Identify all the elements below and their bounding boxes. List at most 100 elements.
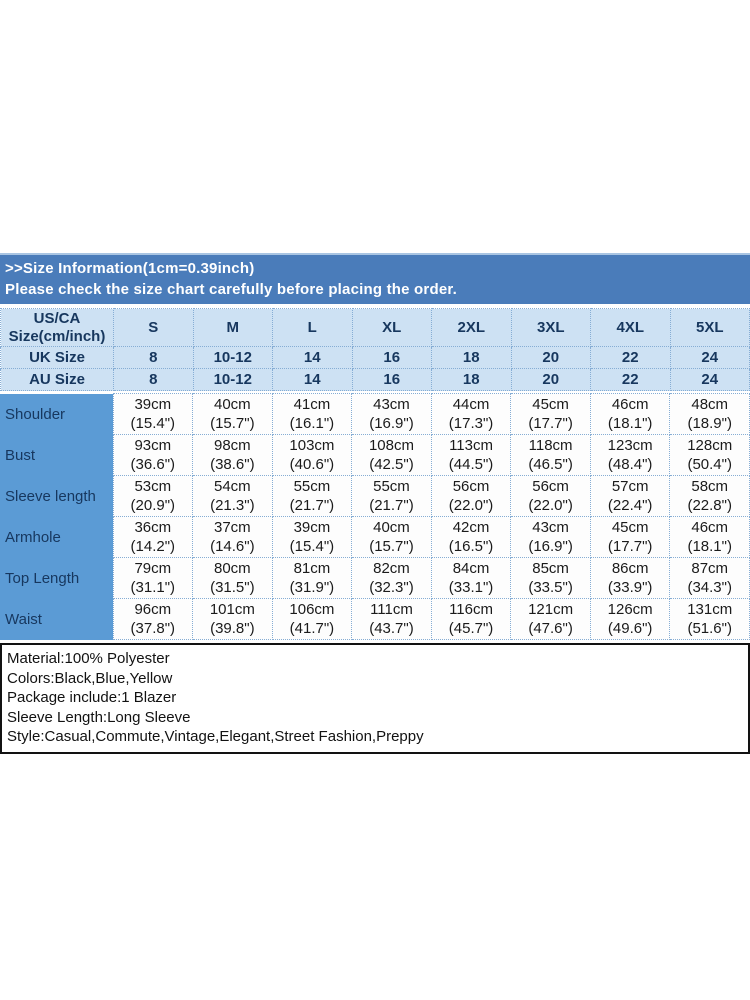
measurement-label: Bust [0, 434, 113, 476]
inch-value: (18.1") [607, 415, 653, 432]
cm-value: 42cm [452, 519, 490, 536]
inch-value: (15.4") [289, 538, 335, 555]
region-size-value: 24 [669, 346, 750, 369]
cm-value: 58cm [691, 478, 729, 495]
inch-value: (22.8") [687, 497, 732, 514]
cm-value: 53cm [134, 478, 172, 495]
cm-value: 45cm [611, 519, 649, 536]
inch-value: (31.1") [130, 579, 176, 596]
measurement-cell: 37cm (14.6") [192, 516, 273, 558]
inch-value: (15.7") [369, 538, 414, 555]
colors-line: Colors:Black,Blue,Yellow [7, 669, 173, 687]
region-size-value: 8 [113, 368, 194, 391]
inch-value: (50.4") [687, 456, 732, 473]
cm-value: 43cm [373, 396, 410, 413]
cm-value: 37cm [214, 519, 251, 536]
cm-value: 80cm [214, 560, 251, 577]
measurement-row: Armhole 36cm (14.2") 37cm (14.6") 39cm (15.4")… [0, 516, 750, 558]
measurement-cell: 98cm (38.6") [192, 434, 273, 476]
cm-value: 55cm [373, 478, 410, 495]
cm-value: 123cm [607, 437, 653, 454]
corner-line-2: Size(cm/inch) [8, 327, 106, 345]
measurements-table: Shoulder 39cm (15.4") 40cm (15.7") 41cm (16.1"… [0, 393, 750, 640]
inch-value: (20.9") [130, 497, 176, 514]
measurement-row: Bust 93cm (36.6") 98cm (38.6") 103cm (40.6") 10… [0, 434, 750, 476]
cm-value: 56cm [532, 478, 569, 495]
cm-value: 44cm [452, 396, 490, 413]
inch-value: (14.6") [210, 538, 255, 555]
measurement-cell: 58cm (22.8") [669, 475, 750, 517]
inch-value: (37.8") [130, 620, 176, 637]
cm-value: 46cm [691, 519, 729, 536]
cm-value: 86cm [611, 560, 649, 577]
measurement-cell: 36cm (14.2") [112, 516, 194, 558]
region-size-value: 14 [272, 368, 353, 391]
region-size-value: 20 [510, 346, 591, 369]
inch-value: (21.3") [210, 497, 255, 514]
cm-value: 55cm [293, 478, 331, 495]
cm-value: 93cm [134, 437, 172, 454]
measurement-cell: 43cm (16.9") [510, 516, 591, 558]
measurement-cell: 84cm (33.1") [430, 557, 512, 599]
size-column-header-4XL: 4XL [590, 308, 671, 347]
inch-value: (38.6") [210, 456, 255, 473]
measurement-cell: 54cm (21.3") [192, 475, 273, 517]
inch-value: (39.8") [210, 620, 255, 637]
measurement-cell: 108cm (42.5") [351, 434, 432, 476]
region-size-value: 22 [590, 368, 671, 391]
cm-value: 46cm [611, 396, 649, 413]
measurement-cell: 81cm (31.9") [271, 557, 353, 599]
measurement-label: Top Length [0, 557, 113, 599]
size-column-header-2XL: 2XL [431, 308, 512, 347]
measurement-cell: 118cm (46.5") [510, 434, 591, 476]
cm-value: 56cm [452, 478, 490, 495]
inch-value: (31.5") [210, 579, 255, 596]
measurement-row: Sleeve length 53cm (20.9") 54cm (21.3") 55cm (… [0, 475, 750, 517]
cm-value: 82cm [373, 560, 410, 577]
inch-value: (21.7") [369, 497, 414, 514]
size-column-header-S: S [113, 308, 194, 347]
inch-value: (34.3") [687, 579, 732, 596]
cm-value: 118cm [528, 437, 573, 454]
inch-value: (43.7") [369, 620, 414, 637]
banner-title: >>Size Information(1cm=0.39inch) [5, 260, 255, 277]
size-column-header-M: M [192, 308, 273, 347]
cm-value: 40cm [214, 396, 251, 413]
inch-value: (22.4") [607, 497, 653, 514]
region-size-value: 18 [431, 346, 512, 369]
package-line: Package include:1 Blazer [7, 689, 177, 706]
measurement-cell: 40cm (15.7") [192, 393, 273, 435]
cm-value: 57cm [611, 478, 649, 495]
inch-value: (18.9") [687, 415, 732, 432]
measurement-cell: 39cm (15.4") [271, 516, 353, 558]
cm-value: 111cm [370, 601, 413, 618]
measurement-cell: 131cm (51.6") [669, 598, 750, 640]
inch-value: (49.6") [607, 620, 653, 637]
corner-line-1: US/CA [33, 309, 81, 327]
region-size-value: 10-12 [192, 346, 273, 369]
cm-value: 108cm [368, 437, 414, 454]
size-header-row: US/CA Size(cm/inch) S M L XL 2XL 3XL 4XL 5XL [0, 308, 750, 347]
style-line: Style:Casual,Commute,Vintage,Elegant,Str… [7, 728, 424, 745]
cm-value: 116cm [449, 601, 493, 618]
region-size-value: 8 [113, 346, 194, 369]
measurement-cell: 46cm (18.1") [669, 516, 750, 558]
inch-value: (45.7") [448, 620, 494, 637]
measurement-label: Shoulder [0, 393, 113, 435]
inch-value: (47.6") [528, 620, 573, 637]
cm-value: 48cm [691, 396, 729, 413]
inch-value: (31.9") [289, 579, 335, 596]
measurement-cell: 111cm (43.7") [351, 598, 432, 640]
inch-value: (36.6") [130, 456, 176, 473]
measurement-cell: 45cm (17.7") [589, 516, 671, 558]
inch-value: (16.9") [528, 538, 573, 555]
inch-value: (18.1") [687, 538, 732, 555]
cm-value: 85cm [532, 560, 569, 577]
measurement-cell: 45cm (17.7") [510, 393, 591, 435]
inch-value: (16.9") [369, 415, 414, 432]
measurement-cell: 82cm (32.3") [351, 557, 432, 599]
measurement-cell: 39cm (15.4") [112, 393, 194, 435]
cm-value: 45cm [532, 396, 569, 413]
measurement-cell: 43cm (16.9") [351, 393, 432, 435]
